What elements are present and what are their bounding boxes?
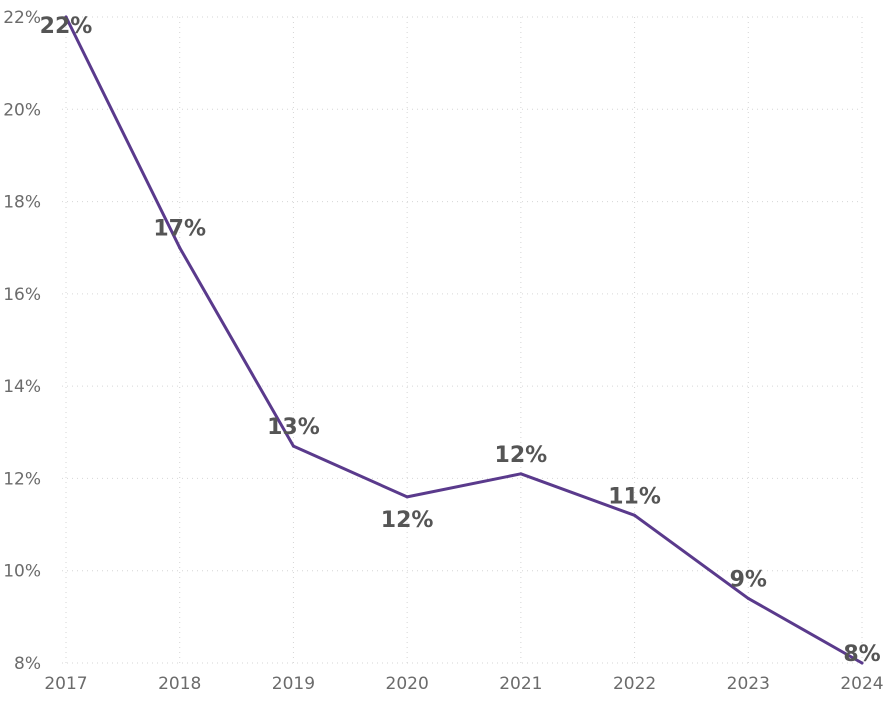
data-label: 13%	[267, 415, 320, 440]
y-tick-label: 16%	[3, 285, 41, 305]
series-layer	[64, 15, 864, 665]
gridlines	[62, 16, 863, 664]
y-tick-label: 12%	[3, 469, 41, 489]
data-point	[633, 513, 637, 517]
data-label: 8%	[843, 642, 880, 667]
data-labels: 22% 17% 13% 12% 12% 11% 9% 8%	[40, 14, 881, 667]
y-tick-label: 22%	[3, 8, 41, 28]
x-tick-label: 2021	[499, 674, 542, 694]
series-line	[64, 15, 864, 665]
x-tick-label: 2024	[840, 674, 883, 694]
data-label: 22%	[40, 14, 93, 39]
x-tick-label: 2022	[613, 674, 656, 694]
y-tick-label: 20%	[3, 100, 41, 120]
x-tick-label: 2023	[727, 674, 770, 694]
x-tick-label: 2020	[386, 674, 429, 694]
x-tick-label: 2018	[158, 674, 201, 694]
x-tick-label: 2017	[44, 674, 87, 694]
data-point	[746, 596, 750, 600]
data-label: 12%	[381, 508, 434, 533]
data-label: 17%	[153, 217, 206, 242]
data-point	[291, 444, 295, 448]
data-point	[405, 495, 409, 499]
x-axis: 2017 2018 2019 2020 2021 2022 2023 2024	[44, 674, 883, 694]
data-point	[519, 472, 523, 476]
data-point	[64, 15, 68, 19]
y-axis: 8% 10% 12% 14% 16% 18% 20% 22%	[3, 8, 41, 674]
data-label: 9%	[730, 567, 767, 592]
y-tick-label: 10%	[3, 562, 41, 582]
y-tick-label: 8%	[14, 654, 41, 674]
data-point	[178, 246, 182, 250]
data-label: 11%	[608, 484, 661, 509]
data-point	[860, 661, 864, 665]
y-tick-label: 14%	[3, 377, 41, 397]
x-tick-label: 2019	[272, 674, 315, 694]
data-label: 12%	[495, 443, 548, 468]
y-tick-label: 18%	[3, 193, 41, 213]
